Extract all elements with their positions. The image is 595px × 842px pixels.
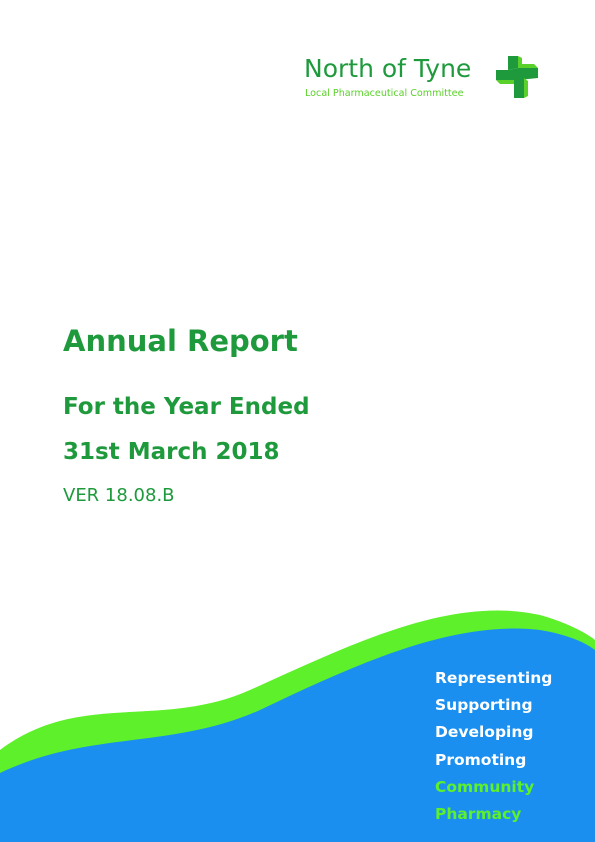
tagline-item: Developing	[435, 723, 534, 742]
tagline-list: Representing Supporting Developing Promo…	[435, 665, 552, 828]
tagline-item-accent: Community	[435, 777, 535, 796]
tagline-item: Supporting	[435, 696, 533, 715]
logo-name: North of Tyne	[304, 54, 472, 83]
report-title: Annual Report	[63, 324, 298, 358]
report-version: VER 18.08.B	[63, 485, 175, 506]
tagline-item: Representing	[435, 669, 553, 687]
logo: North of Tyne Local Pharmaceutical Commi…	[304, 52, 544, 104]
report-period-line2: 31st March 2018	[63, 439, 280, 465]
report-period-line1: For the Year Ended	[63, 394, 310, 420]
footer-wave-blue	[0, 628, 595, 842]
tagline-item: Promoting	[435, 750, 527, 769]
pharmacy-cross-icon	[496, 56, 538, 98]
tagline-item-accent: Pharmacy	[435, 805, 522, 824]
footer-wave	[0, 610, 595, 842]
logo-subtitle: Local Pharmaceutical Committee	[305, 88, 464, 99]
